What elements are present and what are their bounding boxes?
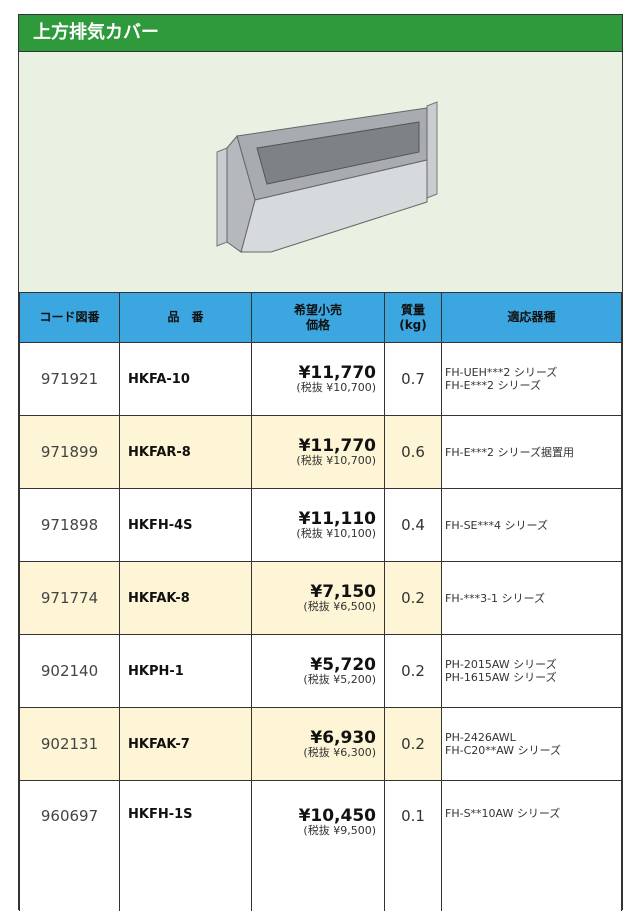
price-before-tax: (税抜 ¥5,200) bbox=[303, 673, 376, 686]
column-header: 希望小売 価格 bbox=[251, 292, 385, 343]
table-row: 971898 HKFH-4S ¥11,110 (税抜 ¥10,100) 0.4 FH-SE… bbox=[19, 488, 622, 562]
price: ¥5,720 bbox=[310, 655, 376, 675]
product-image bbox=[19, 51, 622, 292]
code-cell: 971898 bbox=[19, 488, 120, 562]
models-cell: FH-S**10AW シリーズ bbox=[441, 780, 622, 911]
price: ¥6,930 bbox=[310, 728, 376, 748]
models-cell: PH-2426AWL FH-C20**AW シリーズ bbox=[441, 707, 622, 781]
weight-cell: 0.2 bbox=[384, 634, 442, 708]
price: ¥11,770 bbox=[298, 436, 376, 456]
table-row: 960697 HKFH-1S ¥10,450 (税抜 ¥9,500) 0.1 FH-S**… bbox=[19, 780, 622, 911]
column-header: 品 番 bbox=[119, 292, 252, 343]
illustration bbox=[216, 101, 438, 253]
weight-cell: 0.2 bbox=[384, 707, 442, 781]
price-cell: ¥11,770 (税抜 ¥10,700) bbox=[251, 415, 385, 489]
table-row: 971899 HKFAR-8 ¥11,770 (税抜 ¥10,700) 0.6 FH-E*… bbox=[19, 415, 622, 489]
table-row: 971921 HKFA-10 ¥11,770 (税抜 ¥10,700) 0.7 FH-UE… bbox=[19, 342, 622, 416]
code-cell: 971774 bbox=[19, 561, 120, 635]
weight-cell: 0.4 bbox=[384, 488, 442, 562]
code-cell: 971899 bbox=[19, 415, 120, 489]
price: ¥10,450 bbox=[298, 806, 376, 826]
models-cell: FH-SE***4 シリーズ bbox=[441, 488, 622, 562]
weight-cell: 0.6 bbox=[384, 415, 442, 489]
price: ¥11,770 bbox=[298, 363, 376, 383]
column-header: 質量 (kg) bbox=[384, 292, 442, 343]
price-cell: ¥7,150 (税抜 ¥6,500) bbox=[251, 561, 385, 635]
price-before-tax: (税抜 ¥6,300) bbox=[303, 746, 376, 759]
part-cell: HKFAK-7 bbox=[119, 707, 252, 781]
code-cell: 902131 bbox=[19, 707, 120, 781]
table-body: 971921 HKFA-10 ¥11,770 (税抜 ¥10,700) 0.7 FH-UE… bbox=[19, 342, 622, 911]
weight-cell: 0.1 bbox=[384, 780, 442, 911]
models-cell: FH-E***2 シリーズ据置用 bbox=[441, 415, 622, 489]
price-before-tax: (税抜 ¥10,700) bbox=[296, 381, 376, 394]
price: ¥11,110 bbox=[298, 509, 376, 529]
part-cell: HKPH-1 bbox=[119, 634, 252, 708]
part-cell: HKFA-10 bbox=[119, 342, 252, 416]
part-cell: HKFH-4S bbox=[119, 488, 252, 562]
table-row: 902131 HKFAK-7 ¥6,930 (税抜 ¥6,300) 0.2 PH-2426… bbox=[19, 707, 622, 781]
part-cell: HKFAK-8 bbox=[119, 561, 252, 635]
price-before-tax: (税抜 ¥9,500) bbox=[303, 824, 376, 837]
product-table: コード図番品 番希望小売 価格 質量 (kg) 適応器種 971921 HKFA-10… bbox=[19, 292, 622, 911]
price-cell: ¥6,930 (税抜 ¥6,300) bbox=[251, 707, 385, 781]
weight-cell: 0.7 bbox=[384, 342, 442, 416]
table-row: 971774 HKFAK-8 ¥7,150 (税抜 ¥6,500) 0.2 FH-***3… bbox=[19, 561, 622, 635]
part-cell: HKFAR-8 bbox=[119, 415, 252, 489]
code-cell: 971921 bbox=[19, 342, 120, 416]
column-header: 適応器種 bbox=[441, 292, 622, 343]
table-row: 902140 HKPH-1 ¥5,720 (税抜 ¥5,200) 0.2 PH-2015A… bbox=[19, 634, 622, 708]
price-cell: ¥11,770 (税抜 ¥10,700) bbox=[251, 342, 385, 416]
code-cell: 902140 bbox=[19, 634, 120, 708]
price-before-tax: (税抜 ¥10,700) bbox=[296, 454, 376, 467]
price-before-tax: (税抜 ¥10,100) bbox=[296, 527, 376, 540]
price-cell: ¥11,110 (税抜 ¥10,100) bbox=[251, 488, 385, 562]
price: ¥7,150 bbox=[310, 582, 376, 602]
column-header: コード図番 bbox=[19, 292, 120, 343]
models-cell: FH-***3-1 シリーズ bbox=[441, 561, 622, 635]
part-cell: HKFH-1S bbox=[119, 780, 252, 911]
models-cell: PH-2015AW シリーズ PH-1615AW シリーズ bbox=[441, 634, 622, 708]
weight-cell: 0.2 bbox=[384, 561, 442, 635]
price-cell: ¥5,720 (税抜 ¥5,200) bbox=[251, 634, 385, 708]
header-row: コード図番品 番希望小売 価格 質量 (kg) 適応器種 bbox=[19, 292, 622, 343]
price-before-tax: (税抜 ¥6,500) bbox=[303, 600, 376, 613]
catalog: 上方排気カバー コード図番品 番希望小売 価格 質量 (kg) 適応器種 97192… bbox=[18, 14, 623, 911]
price-cell: ¥10,450 (税抜 ¥9,500) bbox=[251, 780, 385, 911]
section-title: 上方排気カバー bbox=[19, 15, 622, 51]
models-cell: FH-UEH***2 シリーズ FH-E***2 シリーズ bbox=[441, 342, 622, 416]
code-cell: 960697 bbox=[19, 780, 120, 911]
